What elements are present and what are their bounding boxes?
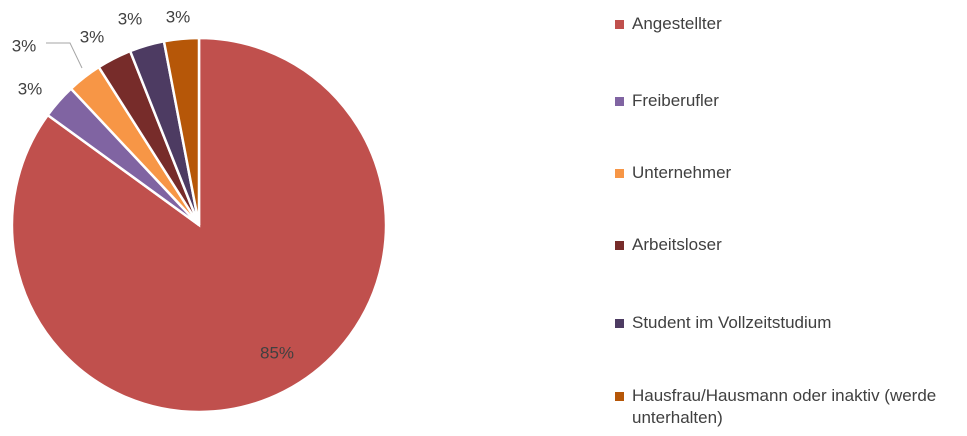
data-label: 3%: [166, 7, 191, 26]
legend-swatch: [615, 97, 624, 106]
pie-slice: [162, 36, 201, 226]
legend-swatch: [615, 20, 624, 29]
legend-item: Angestellter: [615, 13, 965, 35]
legend-item: Student im Vollzeitstudium: [615, 312, 965, 334]
legend-label: Arbeitsloser: [632, 235, 722, 254]
leader-line: [46, 42, 83, 69]
legend-label: Student im Vollzeitstudium: [632, 313, 832, 332]
legend-label: Hausfrau/Hausmann oder inaktiv (werde un…: [632, 386, 937, 427]
legend-label: Unternehmer: [632, 163, 732, 182]
legend-item: Hausfrau/Hausmann oder inaktiv (werde un…: [615, 385, 965, 429]
data-label: 3%: [12, 36, 37, 55]
legend-swatch: [615, 169, 624, 178]
legend-label: Angestellter: [632, 14, 722, 33]
legend-swatch: [615, 319, 624, 328]
data-label: 3%: [118, 9, 143, 28]
data-label: 85%: [260, 343, 294, 362]
data-label: 3%: [80, 27, 105, 46]
legend-item: Freiberufler: [615, 90, 965, 112]
legend-swatch: [615, 241, 624, 250]
legend-label: Freiberufler: [632, 91, 719, 110]
pie-area: 85% 3% 3% 3% 3% 3%: [10, 7, 388, 414]
legend-swatch: [615, 392, 624, 401]
data-label: 3%: [18, 79, 43, 98]
legend-item: Arbeitsloser: [615, 234, 965, 256]
legend-item: Unternehmer: [615, 162, 965, 184]
